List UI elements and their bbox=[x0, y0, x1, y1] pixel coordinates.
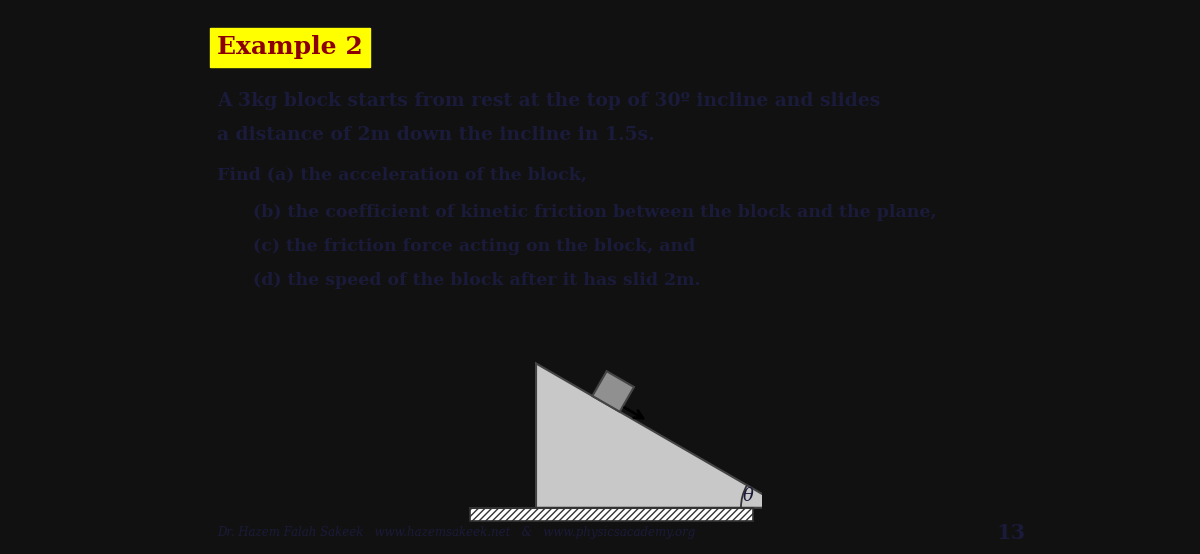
Text: (b) the coefficient of kinetic friction between the block and the plane,: (b) the coefficient of kinetic friction … bbox=[217, 204, 937, 220]
Text: a distance of 2m down the incline in 1.5s.: a distance of 2m down the incline in 1.5… bbox=[217, 126, 655, 143]
Text: Dr. Hazem Falah Sakeek   www.hazemsakeek.net   &   www.physicsacademy.org: Dr. Hazem Falah Sakeek www.hazemsakeek.n… bbox=[217, 526, 695, 540]
Text: (d) the speed of the block after it has slid 2m.: (d) the speed of the block after it has … bbox=[217, 273, 701, 289]
Text: (c) the friction force acting on the block, and: (c) the friction force acting on the blo… bbox=[217, 238, 695, 255]
Text: Example 2: Example 2 bbox=[217, 35, 362, 59]
Text: Find (a) the acceleration of the block,: Find (a) the acceleration of the block, bbox=[217, 166, 587, 183]
Bar bbox=[470, 508, 752, 521]
Text: θ: θ bbox=[743, 487, 754, 505]
Text: A 3kg block starts from rest at the top of 30º incline and slides: A 3kg block starts from rest at the top … bbox=[217, 92, 881, 110]
Text: 13: 13 bbox=[997, 523, 1026, 543]
Polygon shape bbox=[536, 363, 786, 508]
Polygon shape bbox=[593, 371, 634, 412]
